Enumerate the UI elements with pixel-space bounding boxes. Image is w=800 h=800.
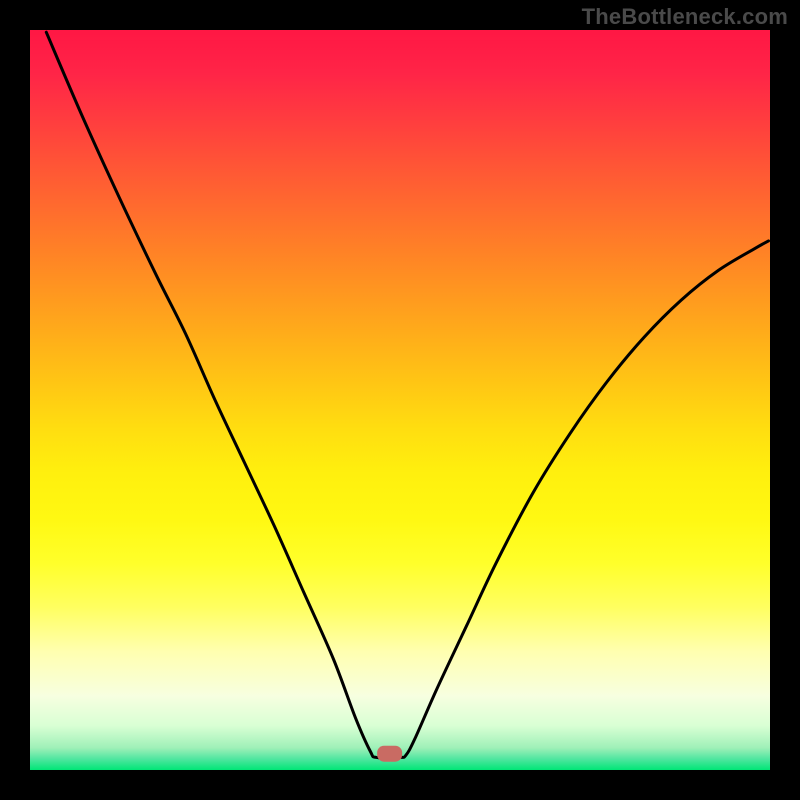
bottleneck-curve-plot <box>0 0 800 800</box>
plot-background-gradient <box>30 30 770 770</box>
watermark-text: TheBottleneck.com <box>582 4 788 30</box>
plot-container: TheBottleneck.com <box>0 0 800 800</box>
bottleneck-marker <box>377 746 402 762</box>
